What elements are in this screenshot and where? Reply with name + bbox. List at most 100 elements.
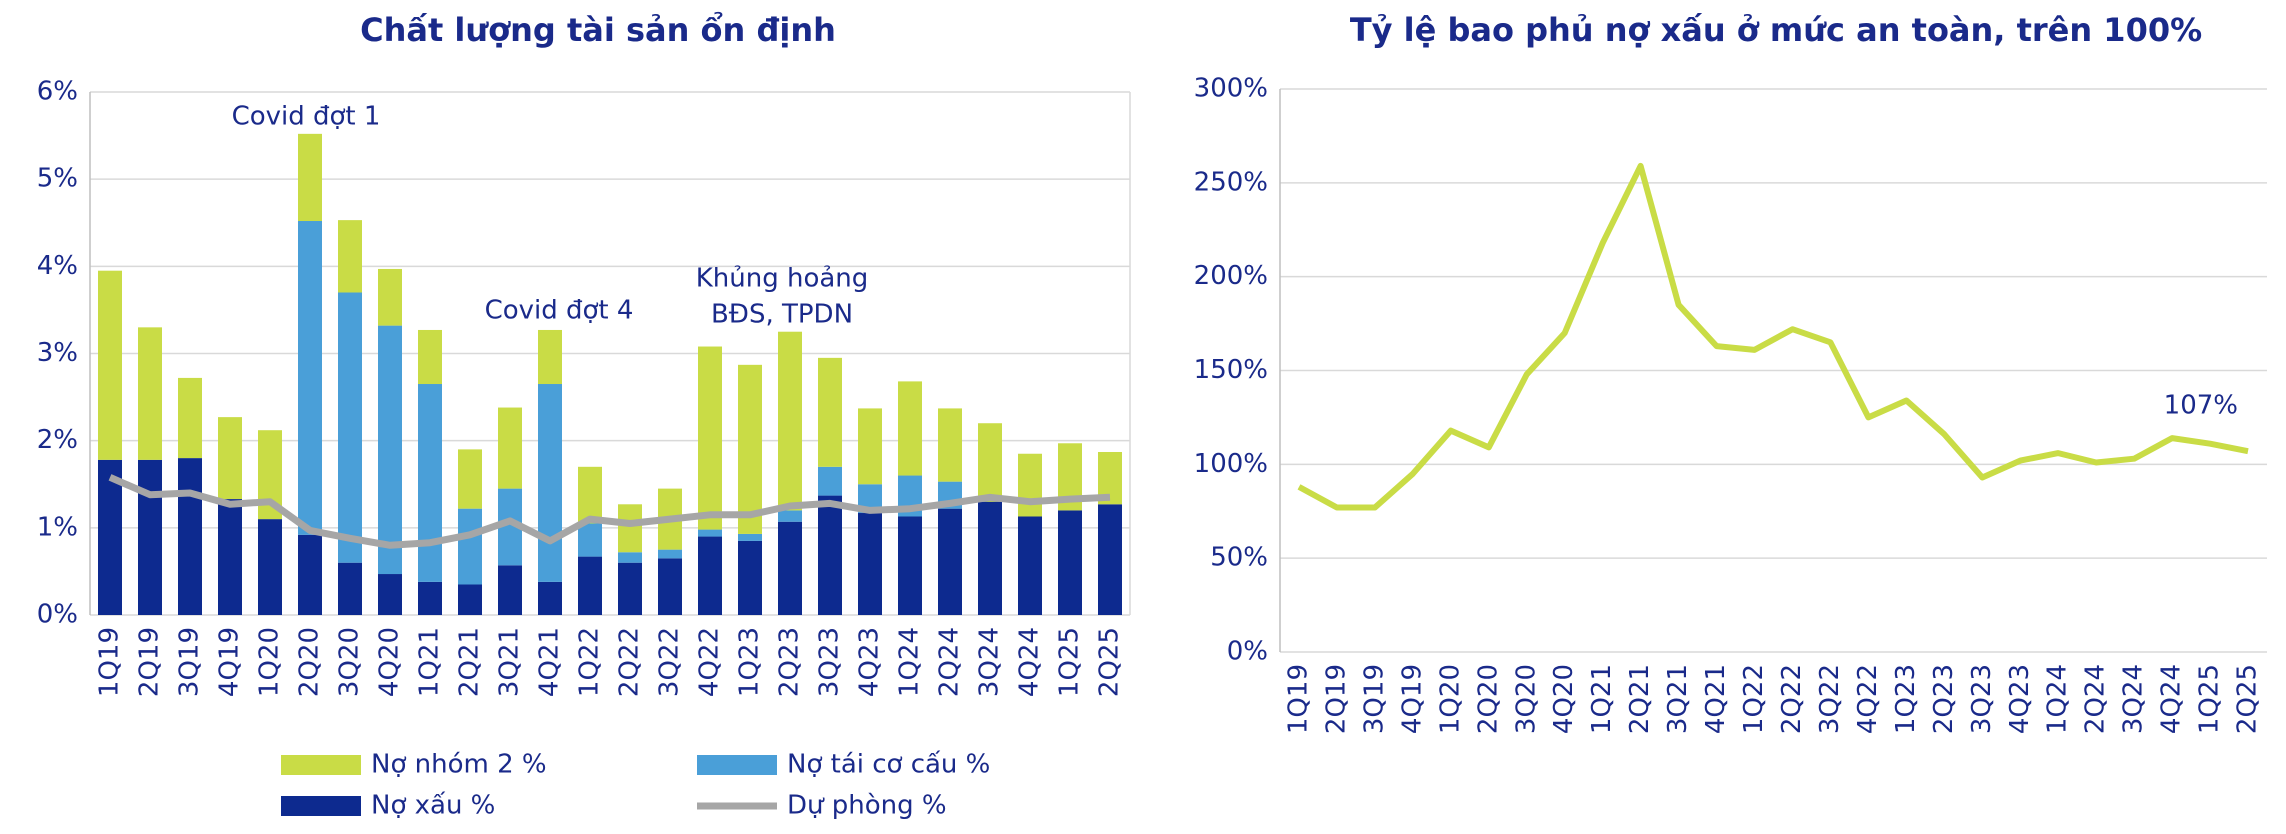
bar-segment xyxy=(658,558,682,615)
bar-segment xyxy=(1018,453,1042,517)
bar-segment xyxy=(258,519,282,615)
annotation: Khủng hoảng xyxy=(696,264,869,294)
y-tick-label: 2% xyxy=(37,425,78,455)
y-tick-label: 6% xyxy=(37,77,78,107)
bar-segment xyxy=(858,408,882,485)
x-tick-label: 4Q22 xyxy=(1853,664,1883,734)
x-tick-label: 2Q21 xyxy=(455,627,485,697)
x-tick-label: 2Q23 xyxy=(775,627,805,697)
x-tick-label: 1Q23 xyxy=(735,627,765,697)
legend-swatch xyxy=(281,796,361,816)
bar-segment xyxy=(778,510,802,522)
x-tick-label: 3Q22 xyxy=(1815,664,1845,734)
bar-segment xyxy=(378,268,402,326)
x-tick-label: 2Q21 xyxy=(1625,664,1655,734)
legend-swatch xyxy=(697,755,777,775)
x-tick-label: 3Q20 xyxy=(335,627,365,697)
chart-title: Chất lượng tài sản ổn định xyxy=(360,11,836,49)
x-tick-label: 4Q19 xyxy=(215,627,245,697)
bar-segment xyxy=(138,327,162,460)
x-tick-label: 2Q24 xyxy=(2081,664,2111,734)
bar-segment xyxy=(98,270,122,460)
bar-segment xyxy=(498,407,522,489)
bar-segment xyxy=(458,508,482,585)
legend-label: Nợ tái cơ cấu % xyxy=(787,750,990,780)
bar-segment xyxy=(418,581,442,615)
bar-segment xyxy=(978,501,1002,615)
y-tick-label: 300% xyxy=(1194,74,1268,104)
x-tick-label: 4Q21 xyxy=(1701,664,1731,734)
x-tick-label: 2Q20 xyxy=(1473,664,1503,734)
x-tick-label: 1Q23 xyxy=(1891,664,1921,734)
bar-segment xyxy=(298,221,322,535)
bar-segment xyxy=(738,533,762,541)
x-tick-label: 4Q19 xyxy=(1397,664,1427,734)
bar-segment xyxy=(538,581,562,615)
bar-segment xyxy=(938,508,962,615)
x-tick-label: 3Q23 xyxy=(1967,664,1997,734)
bar-segment xyxy=(338,292,362,563)
y-tick-label: 4% xyxy=(37,251,78,281)
y-tick-label: 50% xyxy=(1210,543,1268,573)
legend-label: Nợ nhóm 2 % xyxy=(371,750,547,780)
bar-segment xyxy=(938,408,962,482)
bar-segment xyxy=(698,346,722,530)
bar-segment xyxy=(98,459,122,615)
bar-segment xyxy=(818,495,842,615)
y-tick-label: 3% xyxy=(37,338,78,368)
bar-segment xyxy=(418,329,442,385)
legend-label: Nợ xấu % xyxy=(371,791,495,821)
bar-segment xyxy=(618,552,642,563)
y-tick-label: 5% xyxy=(37,164,78,194)
x-tick-label: 3Q24 xyxy=(2119,664,2149,734)
bar-segment xyxy=(618,562,642,615)
x-tick-label: 2Q25 xyxy=(1095,627,1125,697)
x-tick-label: 2Q19 xyxy=(1321,664,1351,734)
bar-segment xyxy=(1058,510,1082,615)
x-tick-label: 2Q19 xyxy=(135,627,165,697)
x-tick-label: 1Q21 xyxy=(415,627,445,697)
x-tick-label: 1Q20 xyxy=(255,627,285,697)
bar-segment xyxy=(138,459,162,615)
bar-segment xyxy=(818,357,842,467)
x-tick-label: 2Q22 xyxy=(615,627,645,697)
y-tick-label: 150% xyxy=(1194,355,1268,385)
x-tick-label: 4Q20 xyxy=(1549,664,1579,734)
bar-segment xyxy=(858,513,882,615)
x-tick-label: 1Q24 xyxy=(2043,664,2073,734)
bar-segment xyxy=(658,549,682,559)
x-tick-label: 2Q24 xyxy=(935,627,965,697)
x-tick-label: 3Q22 xyxy=(655,627,685,697)
x-tick-label: 3Q21 xyxy=(495,627,525,697)
y-tick-label: 0% xyxy=(1227,637,1268,667)
data-label: 107% xyxy=(2164,391,2238,421)
bar-segment xyxy=(898,381,922,476)
x-tick-label: 2Q22 xyxy=(1777,664,1807,734)
bar-segment xyxy=(378,325,402,575)
x-tick-label: 4Q20 xyxy=(375,627,405,697)
x-tick-label: 2Q25 xyxy=(2233,664,2263,734)
bar-segment xyxy=(698,529,722,537)
bar-segment xyxy=(298,534,322,615)
bar-segment xyxy=(1098,504,1122,615)
x-tick-label: 3Q20 xyxy=(1511,664,1541,734)
bar-segment xyxy=(1018,516,1042,615)
annotation: Covid đợt 1 xyxy=(232,102,381,132)
line-series xyxy=(108,474,1111,549)
x-tick-label: 1Q22 xyxy=(575,627,605,697)
x-tick-label: 4Q21 xyxy=(535,627,565,697)
bar-segment xyxy=(738,364,762,534)
bar-segment xyxy=(538,329,562,385)
line-series xyxy=(1297,162,2249,511)
x-tick-label: 1Q19 xyxy=(1283,664,1313,734)
y-tick-label: 100% xyxy=(1194,449,1268,479)
y-tick-label: 1% xyxy=(37,512,78,542)
bar-segment xyxy=(298,133,322,222)
x-tick-label: 1Q25 xyxy=(1055,627,1085,697)
x-tick-label: 3Q24 xyxy=(975,627,1005,697)
bar-segment xyxy=(378,574,402,615)
bar-segment xyxy=(218,499,242,615)
legend-swatch xyxy=(281,755,361,775)
bar-segment xyxy=(578,523,602,557)
